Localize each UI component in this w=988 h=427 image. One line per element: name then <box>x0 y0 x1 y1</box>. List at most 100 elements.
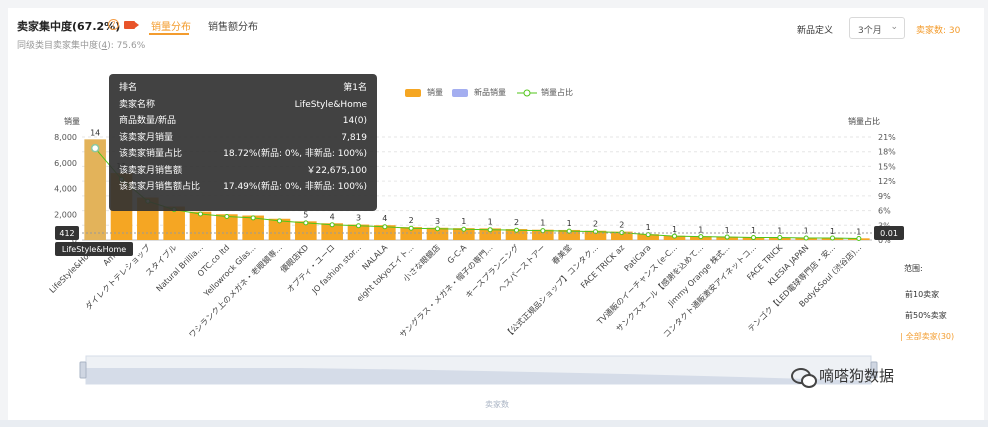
bar-count-label: 1 <box>540 219 545 228</box>
new-product-select[interactable]: 3个月 ⌄ <box>849 17 905 39</box>
left-tick-label: 8,000 <box>54 133 77 142</box>
bar <box>584 230 607 240</box>
share-point <box>277 218 282 224</box>
range-all[interactable]: 全部卖家(30) <box>900 331 954 342</box>
legend-new-sales-label: 新品销量 <box>474 88 506 97</box>
tooltip-value: ￥22,675,100 <box>306 165 367 176</box>
bar-count-label: 1 <box>567 219 572 228</box>
watermark: 嘀嗒狗数据 <box>791 365 895 388</box>
bar <box>400 227 422 240</box>
video-icon[interactable] <box>124 21 139 29</box>
bar <box>268 218 291 240</box>
share-point <box>777 235 783 241</box>
left-pointer-value: 412 <box>59 229 74 238</box>
left-tick-label: 0 <box>72 236 77 245</box>
legend-sales-swatch <box>405 88 421 97</box>
help-icon[interactable]: ? <box>108 19 119 30</box>
bar-count-label: 2 <box>514 218 519 227</box>
tooltip-row: 卖家名称 LifeStyle&Home <box>119 97 367 114</box>
bar <box>558 229 580 240</box>
brush-handle-right <box>870 361 878 379</box>
legend-sales-label: 销量 <box>427 88 443 97</box>
share-point <box>856 236 862 242</box>
bar <box>374 225 396 240</box>
bar <box>479 228 501 240</box>
bar <box>84 139 106 240</box>
tooltip-value: LifeStyle&Home <box>294 99 367 110</box>
tooltip-key: 该卖家月销售额占比 <box>119 182 201 192</box>
legend-share[interactable]: 销量占比 <box>517 87 573 98</box>
legend-sales[interactable]: 销量 <box>405 87 443 98</box>
share-point <box>303 220 309 226</box>
legend-share-label: 销量占比 <box>541 88 573 97</box>
right-tick-label: 12% <box>878 177 896 186</box>
tooltip-row: 商品数量/新品 14(0) <box>119 113 367 130</box>
category-concentration: 同级类目卖家集中度(4): 75.6% <box>17 38 145 51</box>
hover-label-badge <box>55 242 133 256</box>
tooltip-row: 该卖家月销售额占比 17.49%(新品: 0%, 非新品: 100%) <box>119 179 367 196</box>
share-point-highlight <box>90 143 100 153</box>
right-axis-title: 销量占比 <box>848 117 880 126</box>
bar <box>216 214 238 240</box>
select-value: 3个月 <box>858 26 882 36</box>
range-top10[interactable]: 前10卖家 <box>905 290 940 299</box>
brush-shadow-area <box>86 368 871 384</box>
bar-count-label: 1 <box>646 223 651 232</box>
bar <box>505 229 528 240</box>
share-point <box>198 211 203 217</box>
bar-count-label: 1 <box>777 226 782 235</box>
x-tick-label: サングラス・メガネ・帽子の専門... <box>397 242 494 339</box>
legend-new-sales-swatch <box>452 88 468 97</box>
x-tick-label: 【公式正規品ショップ】コンタク... <box>503 242 600 339</box>
tooltip-key: 该卖家销量占比 <box>119 149 183 159</box>
watermark-text: 嘀嗒狗数据 <box>819 367 895 385</box>
x-tick-label: オプティ・ユーロ <box>285 243 336 294</box>
x-tick-label: ヘスパーストアー <box>496 243 547 294</box>
range-top50pct[interactable]: 前50%卖家 <box>905 311 947 320</box>
bar <box>347 224 370 240</box>
tooltip-value: 14(0) <box>342 116 367 126</box>
x-tick-label: ワシランク上のメガネ・老眼鏡専... <box>187 242 284 339</box>
bar-count-label: 3 <box>435 217 440 226</box>
tooltip-key: 商品数量/新品 <box>119 116 177 126</box>
bar-count-label: 4 <box>330 212 335 221</box>
share-point <box>566 228 572 234</box>
brush-handle-left <box>79 361 87 379</box>
bar-count-label: 2 <box>619 221 624 230</box>
share-point <box>672 233 677 239</box>
tab-sales-volume[interactable]: 销量分布 <box>151 22 191 33</box>
tab-sales-amount[interactable]: 销售额分布 <box>208 22 258 33</box>
x-tick-label: G-C-A <box>446 243 469 266</box>
subtitle-prefix: 同级类目卖家集中度( <box>17 41 102 51</box>
right-tick-label: 6% <box>878 207 891 216</box>
left-tick-label: 2,000 <box>54 210 77 219</box>
subtitle-link[interactable]: 4 <box>101 41 108 51</box>
left-tick-label: 6,000 <box>54 159 77 168</box>
bar <box>532 229 554 240</box>
share-point <box>698 234 704 240</box>
share-point <box>514 227 519 233</box>
share-point <box>487 227 493 233</box>
legend-new-sales[interactable]: 新品销量 <box>452 87 506 98</box>
share-point <box>408 225 414 231</box>
tooltip-key: 排名 <box>119 83 138 93</box>
left-axis-title: 销量 <box>64 117 80 126</box>
bar-count-label: 1 <box>461 217 466 226</box>
share-point <box>751 235 756 241</box>
bar-count-label: 1 <box>751 226 756 235</box>
share-point <box>435 226 440 232</box>
bar <box>242 215 264 240</box>
left-tick-label: 4,000 <box>54 185 77 194</box>
bar <box>295 221 317 240</box>
chart-tooltip: 排名 第1名 卖家名称 LifeStyle&Home 商品数量/新品 14(0) 该卖… <box>109 74 377 211</box>
range-title: 范围: <box>904 264 923 273</box>
tooltip-row: 该卖家月销售额 ￥22,675,100 <box>119 163 367 180</box>
bar-count-label: 14 <box>90 128 100 137</box>
bar-count-label: 2 <box>409 216 414 225</box>
bar-count-label: 2 <box>593 220 598 229</box>
right-tick-label: 15% <box>878 162 896 171</box>
share-line <box>94 147 859 240</box>
bar <box>426 227 449 240</box>
right-tick-label: 18% <box>878 148 896 157</box>
